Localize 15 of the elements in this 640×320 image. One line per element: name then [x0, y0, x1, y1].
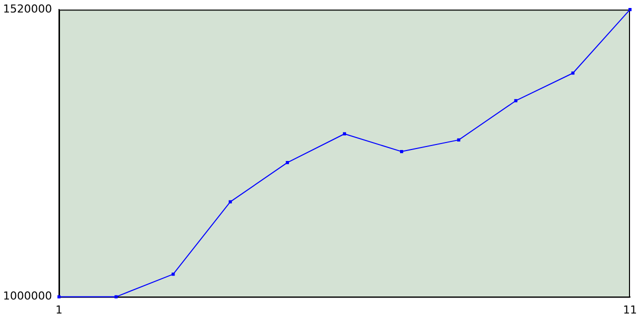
point: [400, 150, 404, 154]
point: [342, 132, 346, 136]
point: [514, 99, 518, 102]
point: [114, 295, 118, 298]
y-tick-label: 1000000: [2, 290, 52, 303]
x-tick-label: 1: [55, 303, 62, 316]
x-tick-label: 11: [623, 303, 637, 316]
y-tick-label: 1520000: [2, 2, 52, 16]
point: [628, 8, 632, 12]
point: [57, 295, 61, 298]
point: [172, 272, 175, 276]
point: [571, 72, 574, 75]
point: [228, 200, 232, 204]
point: [457, 138, 460, 142]
point: [286, 161, 289, 164]
